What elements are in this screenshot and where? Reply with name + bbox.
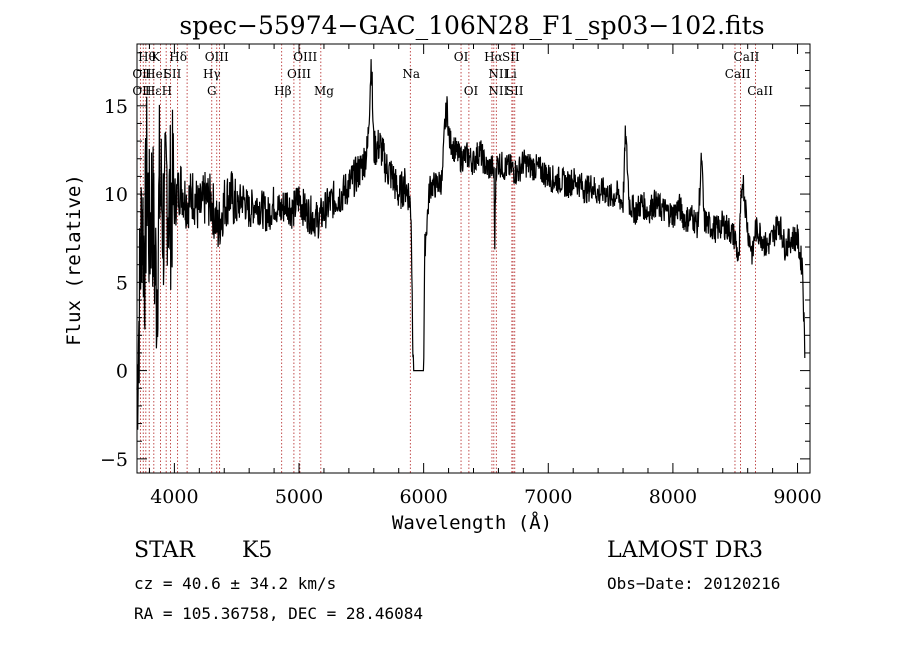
line-label: Mg xyxy=(314,84,334,98)
line-label: Hθ xyxy=(138,50,156,64)
line-label: Hα xyxy=(484,50,503,64)
x-axis: 4000 5000 6000 7000 8000 9000 xyxy=(148,44,822,508)
line-label: G xyxy=(207,84,217,98)
line-label: CaII xyxy=(734,50,760,64)
line-label: NII xyxy=(488,84,508,98)
line-label: Hε xyxy=(145,84,162,98)
y-tick-label: 10 xyxy=(104,184,128,206)
line-label: Hβ xyxy=(274,84,291,98)
x-tick-label: 4000 xyxy=(150,486,198,508)
line-label: SII xyxy=(502,50,520,64)
line-label: Li xyxy=(505,67,517,81)
chart-title: spec−55974−GAC_106N28_F1_sp03−102.fits xyxy=(179,11,764,40)
x-tick-label: 5000 xyxy=(275,486,323,508)
survey-name: LAMOST DR3 xyxy=(607,538,763,563)
line-label: SII xyxy=(506,84,524,98)
spectrum-line xyxy=(136,59,806,430)
y-tick-label: −5 xyxy=(100,449,128,471)
plot-frame xyxy=(136,43,811,474)
line-label: NII xyxy=(488,67,508,81)
line-label: Hγ xyxy=(203,67,221,81)
observation-date: Obs−Date: 20120216 xyxy=(607,574,781,593)
redshift-cz: cz = 40.6 ± 34.2 km/s xyxy=(134,574,337,593)
y-tick-label: 0 xyxy=(116,361,128,383)
sky-coordinates: RA = 105.36758, DEC = 28.46084 xyxy=(134,604,423,623)
x-tick-label: 8000 xyxy=(649,486,697,508)
line-label: K xyxy=(151,50,161,64)
y-tick-label: 5 xyxy=(116,272,128,294)
line-label: HeI xyxy=(145,67,168,81)
x-tick-label: 6000 xyxy=(399,486,447,508)
line-label: OIII xyxy=(293,50,317,64)
y-tick-label: 15 xyxy=(104,96,128,118)
line-label: CaII xyxy=(725,67,751,81)
line-label: CaII xyxy=(747,84,773,98)
line-label: OI xyxy=(464,84,479,98)
line-label: Hδ xyxy=(169,50,187,64)
y-axis-label: Flux (relative) xyxy=(63,174,85,346)
x-axis-label: Wavelength (Å) xyxy=(392,511,552,534)
emission-line-markers xyxy=(139,44,756,473)
object-subclass: K5 xyxy=(242,538,273,563)
line-label: SII xyxy=(164,67,182,81)
x-tick-label: 7000 xyxy=(524,486,572,508)
line-label: OI xyxy=(454,50,469,64)
object-class: STAR xyxy=(134,538,195,563)
line-label: Na xyxy=(402,67,420,81)
y-axis: −5 0 5 10 15 xyxy=(100,52,810,471)
line-label: OIII xyxy=(205,50,229,64)
line-label: H xyxy=(162,84,172,98)
x-tick-label: 9000 xyxy=(773,486,821,508)
line-label: OIII xyxy=(287,67,311,81)
